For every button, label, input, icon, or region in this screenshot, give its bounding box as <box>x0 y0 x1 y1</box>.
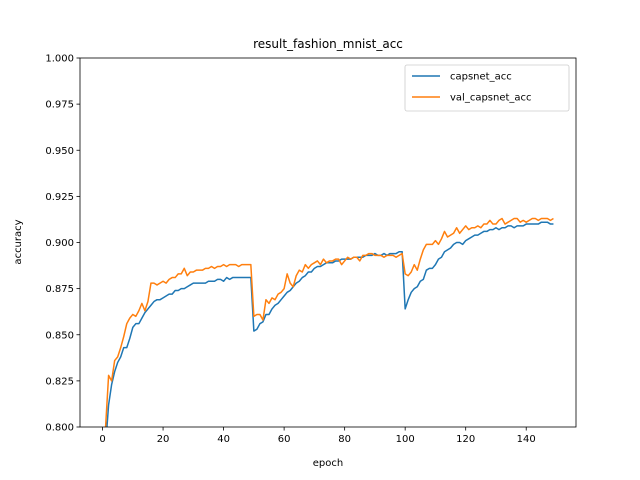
x-tick-label: 140 <box>517 434 536 445</box>
y-tick-label: 1.000 <box>45 54 74 65</box>
x-axis: 0 20 40 60 80 100 120 140 <box>99 427 536 445</box>
legend-box <box>404 64 570 112</box>
x-tick-label: 60 <box>278 434 291 445</box>
chart-title: result_fashion_mnist_acc <box>253 37 403 51</box>
x-tick-label: 120 <box>456 434 475 445</box>
y-tick-label: 0.875 <box>45 284 74 295</box>
legend-label-val-capsnet-acc: val_capsnet_acc <box>450 93 532 104</box>
x-tick-label: 20 <box>157 434 170 445</box>
y-axis: 0.800 0.825 0.850 0.875 0.900 0.925 0.950 0.975… <box>45 54 80 434</box>
y-tick-label: 0.825 <box>45 376 74 387</box>
y-axis-label: accuracy <box>13 219 24 264</box>
legend: capsnet_acc val_capsnet_acc <box>404 64 570 112</box>
legend-label-capsnet-acc: capsnet_acc <box>450 72 512 83</box>
series-layer <box>104 217 554 427</box>
series-line-val-capsnet-acc <box>104 217 554 427</box>
y-tick-label: 0.950 <box>45 146 74 157</box>
y-tick-label: 0.800 <box>45 423 74 434</box>
y-tick-label: 0.975 <box>45 100 74 111</box>
series-line-capsnet-acc <box>106 221 554 427</box>
y-tick-label: 0.850 <box>45 330 74 341</box>
x-tick-label: 80 <box>338 434 351 445</box>
x-axis-label: epoch <box>313 458 343 469</box>
x-tick-label: 100 <box>396 434 415 445</box>
x-tick-label: 40 <box>217 434 230 445</box>
y-tick-label: 0.900 <box>45 238 74 249</box>
x-tick-label: 0 <box>99 434 105 445</box>
y-tick-label: 0.925 <box>45 192 74 203</box>
